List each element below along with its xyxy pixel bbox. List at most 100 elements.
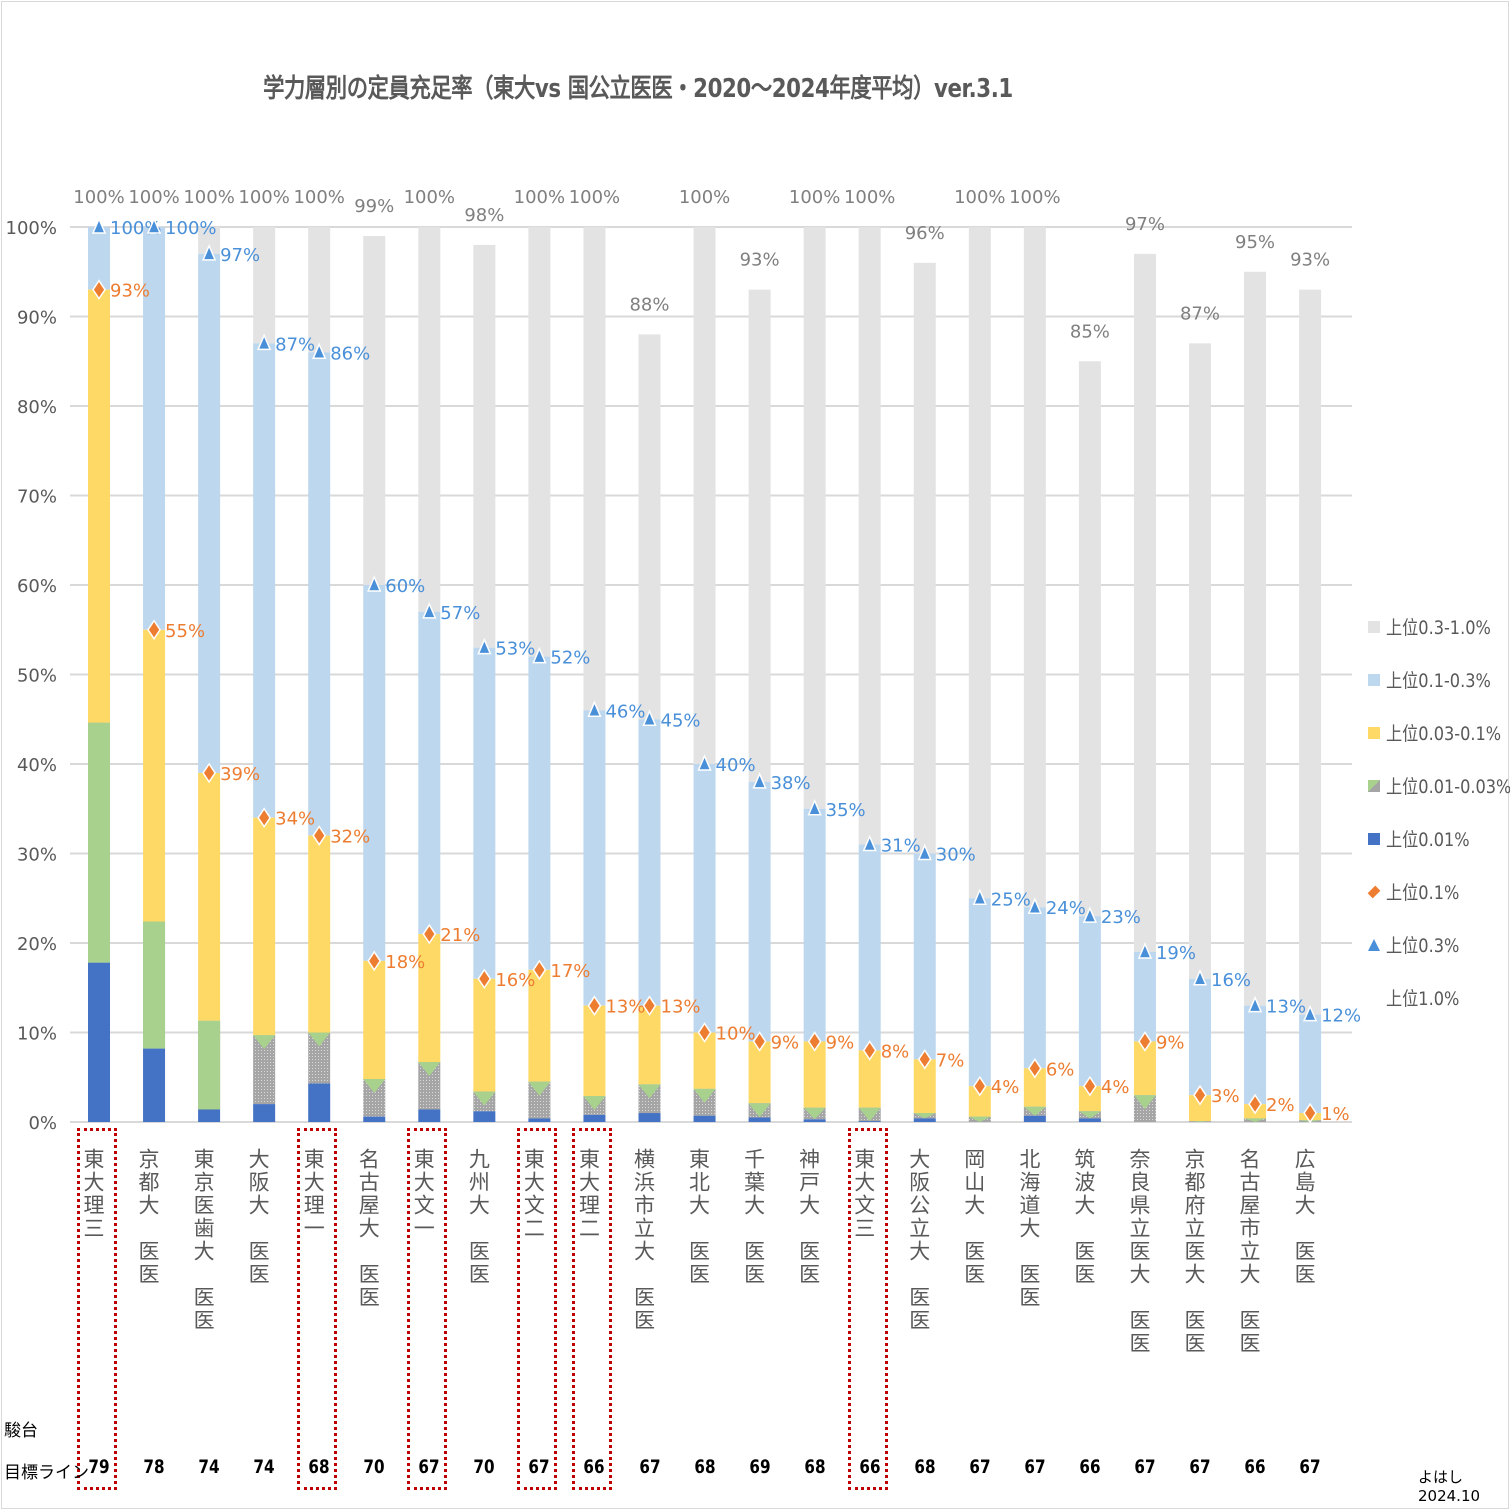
highlight-box [297,1128,338,1490]
top-0-3-label: 87% [275,334,315,355]
top-0-1-label: 13% [661,997,701,1018]
swatch-icon [1368,726,1380,739]
bar-7 [473,244,496,1122]
triangle-marker-icon [532,646,547,664]
triangle-marker-icon [1247,995,1263,1013]
triangle-marker-icon [312,342,327,360]
bar-4 [308,227,331,1122]
top-1-0-label: 100% [954,187,1005,208]
top-0-1-label: 21% [440,925,480,946]
bar-14 [858,227,881,1122]
top-0-1-label: 93% [110,281,150,302]
x-category-label: 筑波大 医医 [1071,1148,1096,1286]
sundai-target-value: 67 [1134,1456,1156,1478]
top-0-1-label: 16% [495,970,535,991]
y-tick-label: 0% [28,1113,57,1134]
top-0-1-label: 8% [881,1041,910,1062]
legend-item: 上位0.01% [1368,812,1510,865]
bar-21 [1244,271,1267,1122]
swatch-icon [1368,673,1380,686]
top-0-3-label: 25% [991,889,1031,910]
top-1-0-label: 87% [1180,303,1220,324]
triangle-marker-icon [972,888,987,905]
top-1-0-label: 100% [404,187,455,208]
x-category-label: 奈良県立医大 医医 [1126,1148,1151,1355]
legend: 上位0.3-1.0% 上位0.1-0.3% 上位0.03-0.1% 上位0.01-0.… [1367,600,1510,1024]
top-0-1-label: 9% [771,1032,800,1053]
x-category-label: 東大理一 [301,1148,326,1240]
diamond-marker-icon [972,1075,987,1097]
triangle-marker-icon [91,217,107,234]
diamond-marker-icon [1248,1093,1262,1115]
top-1-0-label: 100% [844,187,895,208]
diamond-marker-icon [202,762,217,784]
bar-18 [1078,361,1101,1122]
y-tick-label: 90% [17,308,57,329]
legend-label: 上位1.0% [1386,988,1460,1010]
x-category-label: 京都府立医大 医医 [1182,1148,1206,1355]
triangle-marker-icon [257,333,272,351]
diamond-marker-icon [697,1022,712,1043]
top-0-3-label: 30% [936,845,976,866]
highlight-box [847,1128,888,1490]
y-tick-label: 20% [17,934,57,955]
y-tick-label: 60% [17,576,57,597]
bar-16 [968,227,991,1122]
x-category-label: 名古屋市立大 医医 [1237,1148,1262,1355]
swatch-icon [1368,620,1380,633]
x-category-label: 名古屋大 医医 [356,1148,381,1309]
top-1-0-label: 97% [1125,214,1165,235]
legend-item: 上位0.3-1.0% [1368,600,1510,653]
top-0-1-label: 17% [550,961,590,982]
top-0-3-label: 31% [881,836,921,857]
diamond-marker-icon [92,279,106,301]
triangle-marker-icon [367,575,382,592]
sundai-target-value: 74 [253,1456,275,1478]
y-tick-label: 50% [17,666,57,687]
bar-3 [253,227,276,1122]
top-0-3-label: 12% [1321,1006,1361,1027]
top-0-3-label: 53% [495,639,535,660]
diamond-marker-icon [147,619,161,641]
sundai-target-value: 66 [859,1456,881,1478]
top-0-3-label: 13% [1266,997,1306,1018]
x-category-label: 大阪公立大 医医 [906,1148,931,1332]
sundai-label: 駿台 [4,1421,38,1441]
top-1-0-label: 100% [73,187,124,208]
triangle-marker-icon [862,834,877,852]
bar-0 [88,227,110,1122]
diamond-marker-icon [807,1031,822,1052]
triangle-marker-icon [807,798,822,816]
diamond-marker-icon [312,825,327,846]
legend-item: 上位0.01-0.03% [1368,759,1510,812]
legend-label: 上位0.3-1.0% [1386,617,1491,639]
top-0-3-label: 97% [220,245,260,266]
legend-label: 上位0.3% [1386,935,1460,957]
triangle-marker-icon [1137,942,1153,959]
bar-13 [803,227,826,1122]
triangle-marker-icon [642,709,657,726]
triangle-marker-icon [752,771,767,789]
sundai-target-value: 67 [528,1456,550,1478]
data-labels: 100%100%93%100%100%55%100%97%39%100%87%3… [73,187,1361,1125]
sundai-target-value: 67 [1024,1456,1046,1478]
sundai-target-value: 67 [969,1456,991,1478]
top-1-0-label: 85% [1070,321,1110,342]
diamond-marker-icon [587,995,602,1017]
bar-9 [583,227,606,1122]
x-category-label: 神戸大 医医 [796,1148,821,1286]
legend-item: 上位0.3% [1368,918,1510,971]
top-0-1-label: 1% [1321,1104,1350,1125]
top-0-1-label: 4% [991,1077,1020,1098]
stacked-bars [88,227,1322,1122]
x-category-label: 東北大 医医 [686,1148,711,1286]
triangle-marker-icon [201,243,217,261]
bar-2 [198,227,221,1122]
x-category-label: 千葉大 医医 [741,1148,766,1286]
sundai-target-value: 70 [363,1456,385,1478]
swatch-icon [1368,832,1380,845]
x-category-label: 東大文一 [411,1148,436,1240]
x-category-label: 東大文二 [521,1148,546,1240]
x-category-label: 京都大 医医 [136,1148,161,1286]
